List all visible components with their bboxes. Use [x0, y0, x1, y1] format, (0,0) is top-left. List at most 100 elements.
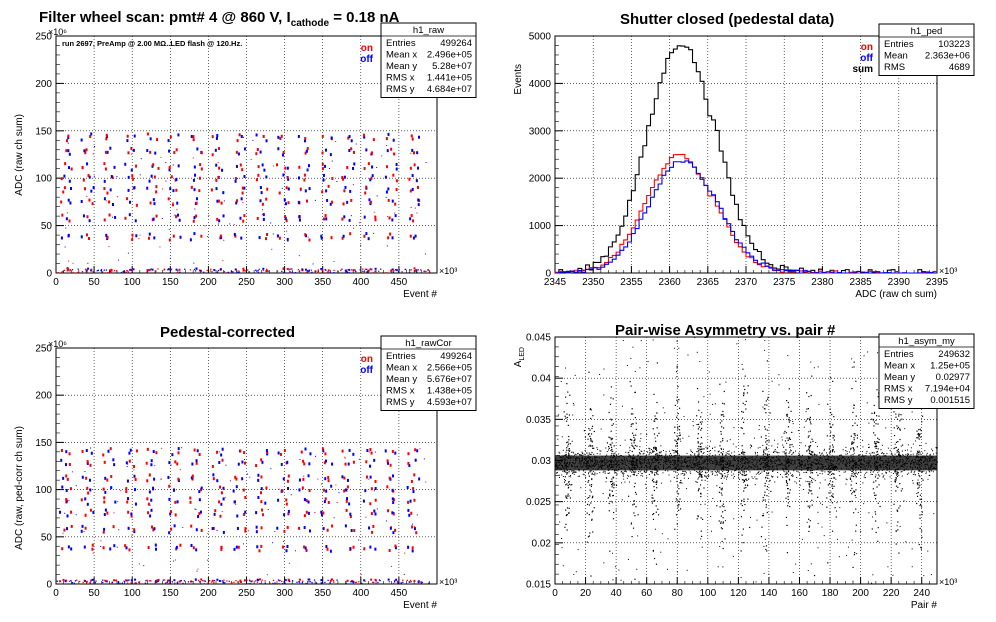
data-point: [568, 495, 570, 497]
data-point: [413, 163, 416, 167]
data-point: [652, 450, 654, 452]
x-tick-label: 200: [852, 588, 869, 599]
data-point: [71, 582, 74, 584]
y-tick-label: 100: [35, 485, 52, 496]
data-point: [676, 399, 678, 401]
data-point: [701, 427, 703, 429]
data-point: [754, 476, 756, 478]
data-point: [870, 454, 872, 456]
data-point: [131, 174, 134, 178]
data-point: [589, 408, 592, 410]
data-point: [251, 580, 253, 582]
data-point: [373, 509, 376, 513]
data-point: [168, 582, 170, 584]
data-point: [350, 139, 353, 143]
data-point: [608, 510, 610, 512]
data-point: [314, 582, 317, 584]
x-tick-label: 2375: [773, 277, 796, 288]
data-point: [128, 548, 131, 552]
data-point: [634, 515, 636, 517]
data-point: [157, 268, 159, 270]
data-point: [85, 233, 88, 237]
data-point: [172, 234, 175, 238]
data-point: [761, 515, 764, 517]
data-point: [769, 479, 771, 482]
data-point: [719, 383, 721, 385]
data-point: [229, 480, 231, 482]
data-point: [427, 269, 429, 272]
data-point: [743, 498, 745, 500]
data-point: [343, 476, 346, 480]
x-tick-label: 2380: [811, 277, 834, 288]
data-point: [697, 441, 699, 443]
data-point: [62, 532, 64, 534]
data-point: [407, 545, 410, 549]
y-tick-label: 3000: [529, 126, 552, 137]
data-point: [743, 479, 745, 481]
data-point: [907, 473, 909, 475]
data-point: [790, 475, 792, 477]
data-point: [402, 581, 404, 583]
data-point: [721, 460, 724, 463]
data-point: [320, 234, 323, 238]
data-point: [351, 580, 354, 583]
data-point: [923, 470, 925, 472]
data-point: [103, 162, 106, 166]
data-point: [408, 464, 411, 468]
data-point: [766, 464, 768, 466]
data-point: [68, 452, 71, 456]
data-point: [283, 540, 285, 542]
data-point: [722, 521, 725, 523]
data-point: [589, 437, 592, 440]
data-point: [155, 185, 158, 189]
data-point: [212, 477, 215, 481]
legend-entry: off: [360, 365, 373, 376]
data-point: [260, 458, 263, 462]
data-point: [786, 481, 788, 483]
data-point: [303, 462, 306, 466]
data-point: [635, 506, 637, 508]
data-point: [74, 580, 77, 582]
data-point: [286, 545, 289, 549]
data-point: [558, 476, 560, 478]
data-point: [168, 149, 171, 153]
data-point: [369, 464, 372, 468]
data-point: [393, 512, 395, 514]
data-point: [900, 471, 902, 473]
data-point: [593, 471, 595, 473]
data-point: [283, 545, 285, 547]
data-point: [867, 447, 869, 449]
data-point: [709, 453, 711, 455]
data-point: [611, 453, 613, 455]
data-point: [249, 582, 251, 585]
data-point: [637, 473, 639, 475]
data-point: [851, 480, 853, 482]
data-point: [591, 484, 593, 486]
data-point: [865, 477, 867, 479]
data-point: [567, 441, 569, 443]
data-point: [718, 450, 720, 452]
data-point: [119, 582, 121, 585]
data-point: [563, 481, 566, 483]
x-tick-label: 0: [53, 277, 59, 288]
data-point: [417, 166, 420, 170]
data-point: [742, 449, 744, 451]
y-axis-label: ADC (raw ch sum): [14, 114, 25, 196]
data-point: [738, 469, 740, 471]
data-point: [738, 478, 740, 480]
data-point: [276, 526, 279, 530]
data-point: [716, 471, 718, 473]
data-point: [684, 474, 686, 476]
data-point: [390, 269, 393, 271]
data-point: [412, 487, 415, 491]
data-point: [392, 531, 395, 535]
data-point: [322, 488, 325, 492]
data-point: [335, 484, 337, 486]
data-point: [870, 470, 872, 472]
data-point: [322, 173, 325, 177]
data-point: [619, 444, 621, 446]
data-point: [650, 452, 652, 454]
data-point: [90, 579, 92, 581]
data-point: [609, 550, 611, 552]
data-point: [564, 526, 566, 528]
